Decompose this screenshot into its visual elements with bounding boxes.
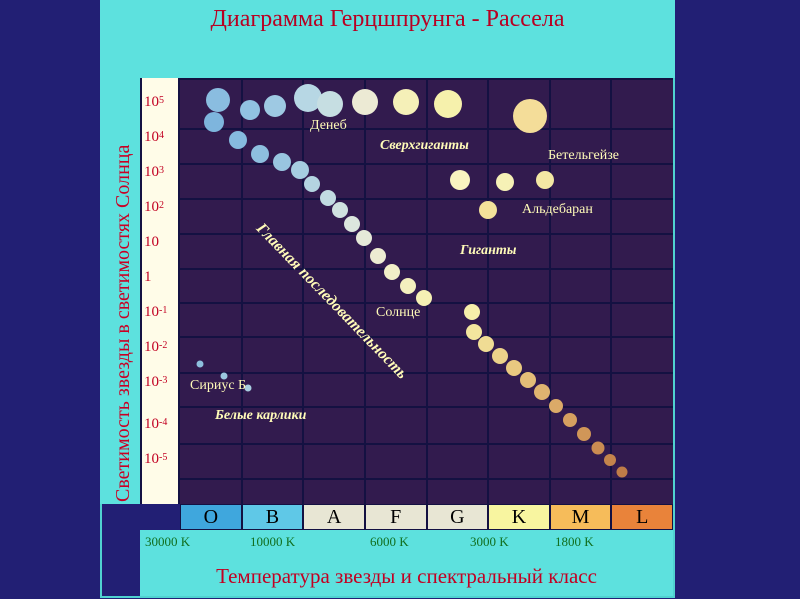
y-tick: 104 bbox=[144, 129, 164, 146]
spectral-class-cell: M bbox=[550, 504, 612, 530]
star-marker bbox=[617, 467, 628, 478]
y-tick-box: 10510410310210110-110-210-310-410-5 bbox=[140, 78, 180, 504]
star-marker bbox=[496, 173, 514, 191]
y-tick: 10-1 bbox=[144, 304, 167, 321]
star-marker bbox=[416, 290, 432, 306]
y-tick: 103 bbox=[144, 164, 164, 181]
y-axis-label: Светимость звезды в светимостях Солнца bbox=[112, 145, 135, 502]
y-tick: 1 bbox=[144, 269, 152, 286]
gridline-v bbox=[549, 80, 551, 504]
star-label: Бетельгейзе bbox=[548, 148, 619, 164]
y-tick: 102 bbox=[144, 199, 164, 216]
star-marker bbox=[464, 304, 480, 320]
star-marker bbox=[332, 202, 348, 218]
spectral-class-cell: F bbox=[365, 504, 427, 530]
spectral-class-cell: L bbox=[611, 504, 673, 530]
star-marker bbox=[592, 442, 605, 455]
star-marker bbox=[304, 176, 320, 192]
spectral-class-row: OBAFGKML bbox=[180, 504, 673, 530]
star-label: Альдебаран bbox=[522, 202, 593, 218]
star-marker bbox=[513, 99, 547, 133]
y-tick: 10-2 bbox=[144, 339, 167, 356]
star-marker bbox=[273, 153, 291, 171]
star-marker bbox=[317, 91, 343, 117]
star-marker bbox=[492, 348, 508, 364]
y-tick: 10-3 bbox=[144, 374, 167, 391]
star-marker bbox=[434, 90, 462, 118]
star-marker bbox=[563, 413, 577, 427]
spectral-class-cell: O bbox=[180, 504, 242, 530]
region-label: Гиганты bbox=[460, 243, 517, 259]
spectral-class-cell: K bbox=[488, 504, 550, 530]
title-bar: Диаграмма Герцшпрунга - Рассела bbox=[100, 0, 675, 78]
star-marker bbox=[197, 361, 204, 368]
temperature-label: 10000 K bbox=[250, 534, 295, 550]
gridline-v bbox=[302, 80, 304, 504]
temperature-label: 1800 K bbox=[555, 534, 594, 550]
star-marker bbox=[352, 89, 378, 115]
star-marker bbox=[478, 336, 494, 352]
star-label: Сириус Б bbox=[190, 378, 246, 394]
star-marker bbox=[251, 145, 269, 163]
x-axis-title: Температура звезды и спектральный класс bbox=[140, 564, 673, 589]
region-label: Белые карлики bbox=[215, 408, 306, 424]
star-marker bbox=[384, 264, 400, 280]
star-marker bbox=[356, 230, 372, 246]
star-marker bbox=[204, 112, 224, 132]
star-marker bbox=[291, 161, 309, 179]
y-tick: 105 bbox=[144, 94, 164, 111]
temperature-label: 30000 K bbox=[145, 534, 190, 550]
gridline-v bbox=[610, 80, 612, 504]
star-marker bbox=[370, 248, 386, 264]
spectral-class-cell: A bbox=[303, 504, 365, 530]
chart-title: Диаграмма Герцшпрунга - Рассела bbox=[211, 6, 565, 33]
star-marker bbox=[549, 399, 563, 413]
y-tick: 10-4 bbox=[144, 416, 167, 433]
temperature-label: 6000 K bbox=[370, 534, 409, 550]
star-marker bbox=[450, 170, 470, 190]
temperature-label: 3000 K bbox=[470, 534, 509, 550]
star-marker bbox=[479, 201, 497, 219]
plot-area: СверхгигантыГигантыБелые карликиГлавная … bbox=[180, 78, 673, 504]
star-marker bbox=[577, 427, 591, 441]
star-marker bbox=[536, 171, 554, 189]
star-marker bbox=[206, 88, 230, 112]
spectral-class-cell: G bbox=[427, 504, 489, 530]
star-marker bbox=[506, 360, 522, 376]
gridline-v bbox=[487, 80, 489, 504]
star-marker bbox=[240, 100, 260, 120]
star-label: Солнце bbox=[376, 305, 420, 321]
star-marker bbox=[344, 216, 360, 232]
region-label: Сверхгиганты bbox=[380, 138, 469, 154]
y-tick: 10 bbox=[144, 234, 159, 251]
star-marker bbox=[520, 372, 536, 388]
spectral-class-cell: B bbox=[242, 504, 304, 530]
y-tick: 10-5 bbox=[144, 451, 167, 468]
x-axis-strip: Температура звезды и спектральный класс … bbox=[140, 530, 673, 596]
star-marker bbox=[393, 89, 419, 115]
star-marker bbox=[534, 384, 550, 400]
star-label: Денеб bbox=[310, 118, 347, 134]
star-marker bbox=[229, 131, 247, 149]
star-marker bbox=[400, 278, 416, 294]
gridline-v bbox=[364, 80, 366, 504]
star-marker bbox=[264, 95, 286, 117]
star-marker bbox=[604, 454, 616, 466]
